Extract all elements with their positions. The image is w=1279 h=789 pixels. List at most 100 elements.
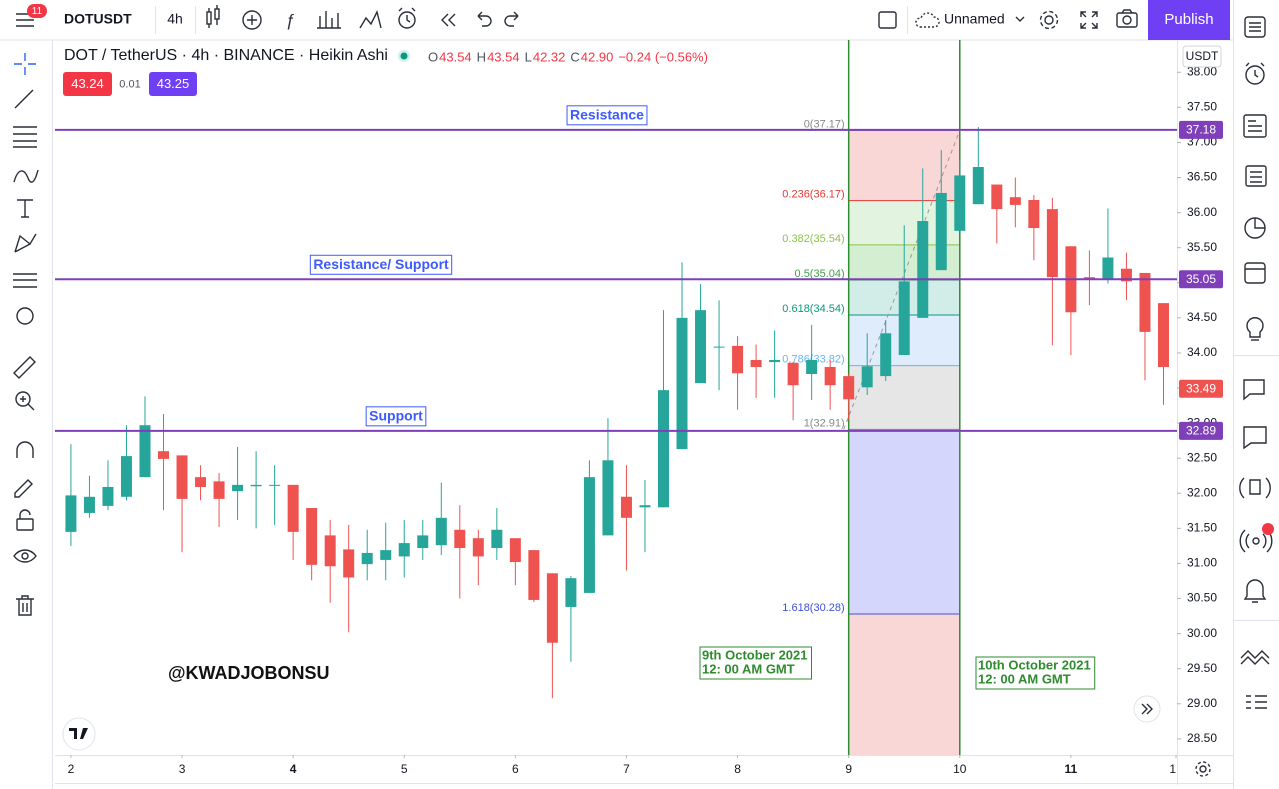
candle-body xyxy=(213,481,225,499)
candle-body xyxy=(417,535,429,549)
hotlists-button[interactable] xyxy=(1244,217,1266,239)
chart-type-button[interactable] xyxy=(206,5,220,28)
fib-tool[interactable] xyxy=(13,126,37,148)
y-tick-label: 35.50 xyxy=(1187,240,1217,254)
scroll-button[interactable] xyxy=(1133,695,1161,723)
candle-body xyxy=(583,477,595,593)
magnet-tool[interactable] xyxy=(16,441,34,458)
candle-body xyxy=(750,359,762,367)
visibility-tool[interactable] xyxy=(13,549,37,563)
publish-button[interactable] xyxy=(1148,0,1230,40)
candle-body xyxy=(176,455,188,499)
object-tree-button[interactable] xyxy=(1246,695,1267,709)
alert-button[interactable] xyxy=(398,7,416,29)
emoji-tool[interactable] xyxy=(16,307,34,325)
candle-body xyxy=(1009,197,1021,205)
indicator-add-button[interactable] xyxy=(242,10,262,30)
fib-label: 0.236(36.17) xyxy=(782,189,844,201)
news-button[interactable] xyxy=(1243,114,1267,138)
alerts-button[interactable] xyxy=(1245,62,1265,85)
candle-body xyxy=(306,508,318,565)
fib-label: 0(37.17) xyxy=(804,118,845,130)
lock-tool[interactable] xyxy=(16,509,34,531)
candle-body xyxy=(195,477,207,487)
fib-label: 0.382(35.54) xyxy=(782,233,844,245)
candle-body xyxy=(454,529,466,549)
chats-button[interactable] xyxy=(1243,379,1265,401)
replay-button[interactable] xyxy=(441,13,456,27)
ideas-button[interactable] xyxy=(1246,317,1264,341)
level-label: Support xyxy=(369,408,423,424)
watchlist-button[interactable] xyxy=(1244,16,1266,38)
right-sidebar xyxy=(1239,16,1273,709)
sell-button[interactable] xyxy=(63,72,112,96)
cloud-icon xyxy=(915,12,940,28)
x-tick-label: 8 xyxy=(734,762,741,776)
notification-badge xyxy=(27,4,47,18)
trendline-tool[interactable] xyxy=(14,89,34,109)
price-badge xyxy=(1179,379,1223,398)
buy-button[interactable] xyxy=(149,72,197,96)
data-window-button[interactable] xyxy=(1245,165,1267,187)
candle-body xyxy=(806,359,818,374)
layout-name[interactable]: Unnamed xyxy=(944,11,1005,27)
y-tick-label: 30.00 xyxy=(1187,626,1217,640)
candle-body xyxy=(954,175,966,231)
candle-body xyxy=(917,221,929,318)
settings-button[interactable] xyxy=(1039,10,1059,30)
candle-body xyxy=(102,486,114,506)
lock-drawing-tool[interactable] xyxy=(14,479,33,498)
snapshot-button[interactable] xyxy=(1116,9,1138,28)
fullscreen-button[interactable] xyxy=(1080,11,1098,29)
layout-menu[interactable] xyxy=(1015,16,1025,22)
plot-area: 0(37.17) 0.236(36.17) 0.382(35.54) 0.5(35.0… xyxy=(55,40,1177,755)
candle-body xyxy=(232,484,244,492)
delete-tool[interactable] xyxy=(16,595,34,616)
prediction-tool[interactable] xyxy=(13,273,37,288)
notifications-button[interactable] xyxy=(1243,579,1267,603)
y-tick-label: 31.50 xyxy=(1187,521,1217,535)
templates-button[interactable] xyxy=(317,11,341,29)
candle-body xyxy=(898,281,910,356)
streams-button[interactable] xyxy=(1239,477,1271,499)
interval[interactable]: 4h xyxy=(167,11,183,27)
layout-button[interactable] xyxy=(878,11,897,29)
axis-settings-button[interactable] xyxy=(1195,761,1211,777)
pattern-tool[interactable] xyxy=(14,233,37,253)
candle-body xyxy=(732,345,744,374)
brush-tool[interactable] xyxy=(13,169,39,183)
broadcast-button[interactable] xyxy=(1239,529,1273,553)
candle-body xyxy=(880,333,892,377)
candle-body xyxy=(824,366,836,386)
ohlc-value: 43.54 xyxy=(439,49,472,64)
y-tick-label: 37.50 xyxy=(1187,100,1217,114)
undo-button[interactable] xyxy=(477,11,492,27)
candle-body xyxy=(657,390,669,508)
candle-body xyxy=(380,550,392,560)
candle-body xyxy=(861,366,873,388)
currency-box[interactable] xyxy=(1182,45,1222,68)
candle-body xyxy=(472,538,484,557)
level-label: Resistance/ Support xyxy=(313,256,449,272)
symbol[interactable]: DOTUSDT xyxy=(64,11,132,27)
y-tick-label: 31.00 xyxy=(1187,556,1217,570)
candle-body xyxy=(1102,257,1114,280)
trading-panel-button[interactable] xyxy=(1240,650,1270,665)
indicators-button[interactable]: ƒ xyxy=(285,10,294,29)
ohlc-value: 42.32 xyxy=(533,49,566,64)
price-change: −0.24 (−0.56%) xyxy=(618,49,708,64)
candle-body xyxy=(269,484,281,486)
private-chats-button[interactable] xyxy=(1243,426,1267,450)
text-tool[interactable] xyxy=(17,199,33,218)
candle-body xyxy=(83,496,95,513)
zoom-tool[interactable] xyxy=(15,391,35,411)
y-tick-label: 36.00 xyxy=(1187,205,1217,219)
drawing-toolbar xyxy=(13,53,39,616)
ruler-tool[interactable] xyxy=(13,356,36,379)
compare-button[interactable] xyxy=(359,9,382,29)
fib-zone xyxy=(848,130,960,201)
crosshair-tool[interactable] xyxy=(14,53,36,75)
calendar-button[interactable] xyxy=(1244,262,1266,284)
redo-button xyxy=(504,11,519,27)
